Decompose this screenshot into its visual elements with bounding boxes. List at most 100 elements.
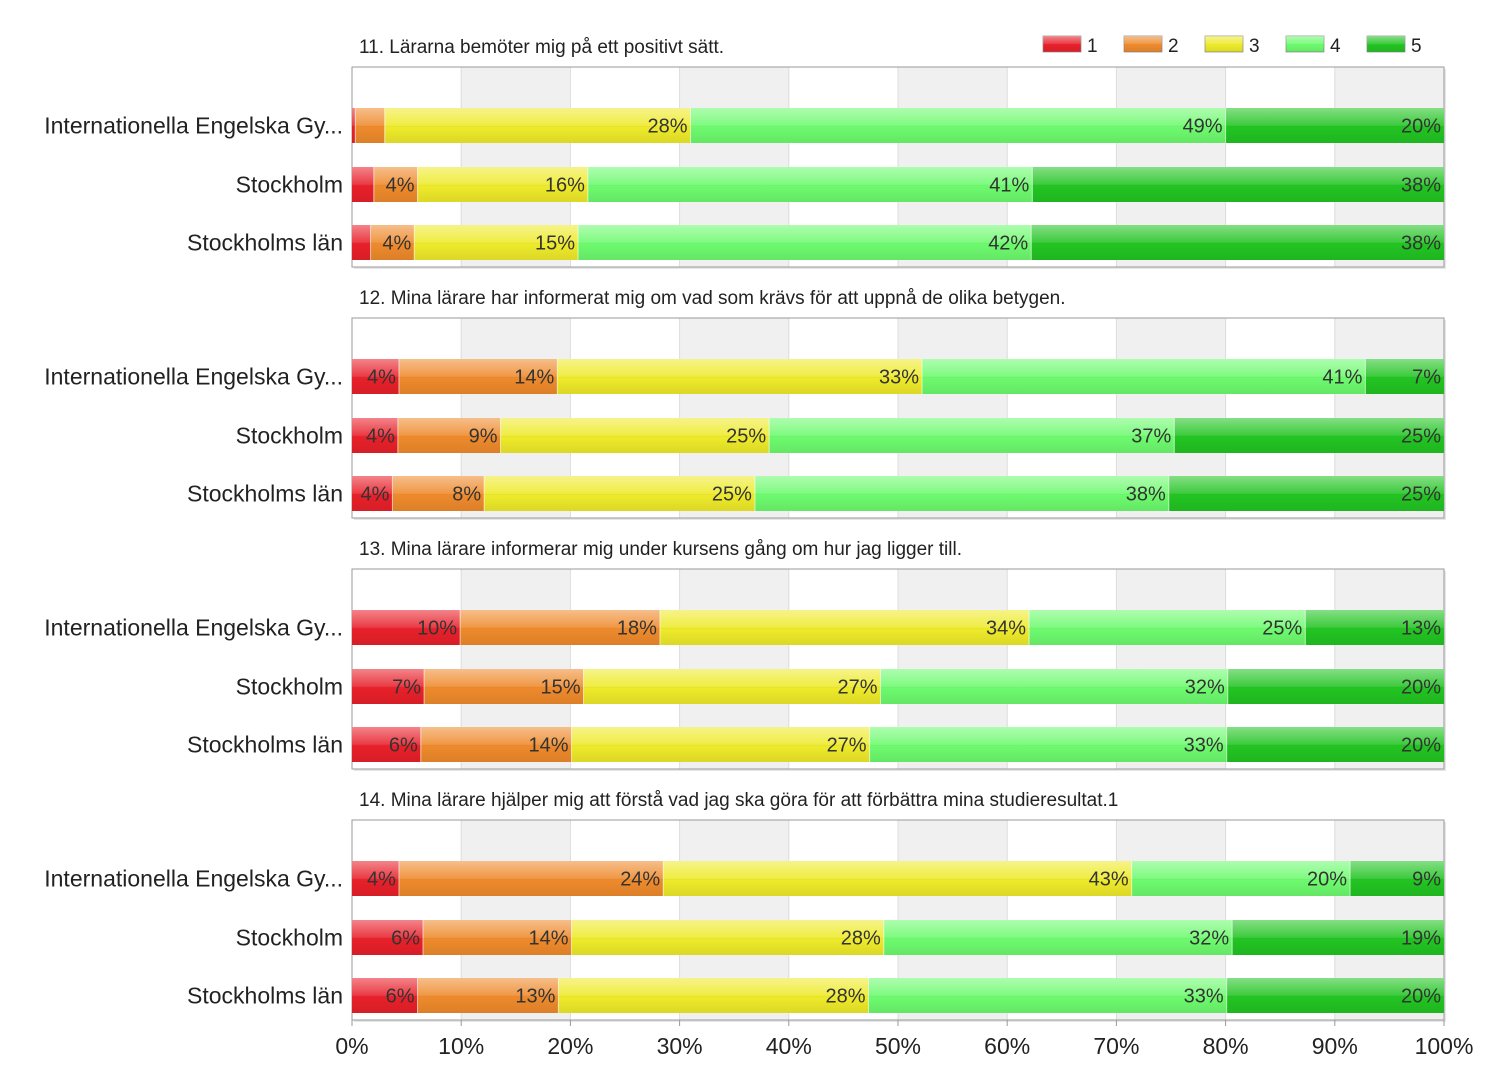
category-label: Stockholm	[236, 674, 343, 700]
data-label: 27%	[837, 677, 877, 699]
data-label: 8%	[452, 484, 481, 506]
data-label: 41%	[1322, 367, 1362, 389]
data-label: 25%	[712, 484, 752, 506]
data-label: 42%	[988, 233, 1028, 255]
bar-segment-gloss	[558, 978, 869, 1013]
bar-segment-gloss	[352, 167, 374, 202]
bar-segment-gloss	[1174, 418, 1444, 453]
category-label: Stockholms län	[187, 230, 343, 256]
data-label: 9%	[1412, 869, 1441, 891]
bar-segment-gloss	[352, 727, 421, 762]
data-label: 19%	[1401, 928, 1441, 950]
data-label: 6%	[391, 928, 420, 950]
bar-segment-gloss	[769, 418, 1175, 453]
x-tick-label: 30%	[657, 1033, 703, 1059]
data-label: 28%	[647, 116, 687, 138]
data-label: 4%	[366, 426, 395, 448]
bar-segment-gloss	[352, 610, 461, 645]
data-label: 10%	[417, 618, 457, 640]
legend-label: 1	[1087, 36, 1098, 57]
bar-segment-gloss	[384, 108, 691, 143]
chart-title: 13. Mina lärare informerar mig under kur…	[359, 539, 962, 560]
data-label: 14%	[514, 367, 554, 389]
bar-segment-gloss	[392, 476, 485, 511]
bar-segment-gloss	[690, 108, 1226, 143]
data-label: 28%	[825, 986, 865, 1008]
bar-segment-gloss	[398, 861, 664, 896]
data-label: 20%	[1401, 116, 1441, 138]
bar-segment-gloss	[355, 108, 385, 143]
data-label: 13%	[1401, 618, 1441, 640]
bar-segment-gloss	[578, 225, 1032, 260]
data-label: 28%	[841, 928, 881, 950]
category-label: Internationella Engelska Gy...	[44, 615, 343, 641]
data-label: 25%	[726, 426, 766, 448]
data-label: 14%	[528, 928, 568, 950]
category-label: Stockholms län	[187, 481, 343, 507]
legend-label: 4	[1330, 36, 1341, 57]
x-tick-label: 10%	[438, 1033, 484, 1059]
x-tick-label: 70%	[1093, 1033, 1139, 1059]
data-label: 34%	[986, 618, 1026, 640]
chart-panels: 11. Lärarna bemöter mig på ett positivt …	[44, 37, 1446, 1022]
bar-segment-gloss	[420, 727, 572, 762]
x-tick-label: 60%	[984, 1033, 1030, 1059]
data-label: 6%	[386, 986, 415, 1008]
bar-segment-gloss	[557, 359, 923, 394]
bar-segment-gloss	[1225, 108, 1444, 143]
legend-swatch-gloss	[1124, 36, 1162, 52]
x-tick-label: 20%	[547, 1033, 593, 1059]
legend-swatch-gloss	[1043, 36, 1081, 52]
bar-segment-gloss	[1032, 167, 1444, 202]
bar-segment-gloss	[1227, 669, 1444, 704]
bar-segment-gloss	[1350, 861, 1444, 896]
bar-segment-gloss	[1168, 476, 1444, 511]
chart-title: 11. Lärarna bemöter mig på ett positivt …	[359, 37, 724, 58]
x-tick-label: 0%	[335, 1033, 368, 1059]
bar-segment-gloss	[370, 225, 415, 260]
bar-segment-gloss	[571, 920, 884, 955]
chart-panel: 12. Mina lärare har informerat mig om va…	[44, 288, 1446, 520]
data-label: 7%	[392, 677, 421, 699]
data-label: 18%	[617, 618, 657, 640]
bar-segment-gloss	[883, 920, 1233, 955]
data-label: 24%	[620, 869, 660, 891]
data-label: 16%	[545, 175, 585, 197]
bar-segment-gloss	[571, 727, 870, 762]
bar-segment-gloss	[484, 476, 755, 511]
data-label: 7%	[1412, 367, 1441, 389]
data-label: 41%	[989, 175, 1029, 197]
bar-segment-gloss	[922, 359, 1366, 394]
chart-title: 14. Mina lärare hjälper mig att förstå v…	[359, 790, 1118, 811]
legend: 1 2 3 4 5	[1034, 30, 1446, 60]
legend-swatch-gloss	[1205, 36, 1243, 52]
bar-segment-gloss	[352, 920, 423, 955]
data-label: 32%	[1185, 677, 1225, 699]
bar-segment-gloss	[352, 418, 398, 453]
x-axis: 0% 10% 20% 30% 40% 50% 60% 70% 80% 90% 100%	[335, 1020, 1473, 1059]
bar-segment-gloss	[1029, 610, 1306, 645]
data-label: 25%	[1401, 484, 1441, 506]
data-label: 33%	[879, 367, 919, 389]
category-label: Internationella Engelska Gy...	[44, 866, 343, 892]
data-label: 4%	[386, 175, 415, 197]
category-label: Internationella Engelska Gy...	[44, 113, 343, 139]
bar-segment-gloss	[868, 978, 1227, 1013]
bar-segment-gloss	[352, 476, 393, 511]
data-label: 14%	[528, 735, 568, 757]
category-label: Stockholm	[236, 925, 343, 951]
chart-title: 12. Mina lärare har informerat mig om va…	[359, 288, 1066, 309]
data-label: 20%	[1401, 735, 1441, 757]
bar-segment-gloss	[1365, 359, 1444, 394]
data-label: 37%	[1131, 426, 1171, 448]
data-label: 33%	[1184, 986, 1224, 1008]
category-label: Stockholms län	[187, 732, 343, 758]
bar-segment-gloss	[352, 359, 399, 394]
bar-segment-gloss	[1131, 861, 1351, 896]
data-label: 43%	[1089, 869, 1129, 891]
bar-segment-gloss	[352, 669, 425, 704]
data-label: 6%	[389, 735, 418, 757]
bar-segment-gloss	[352, 978, 418, 1013]
